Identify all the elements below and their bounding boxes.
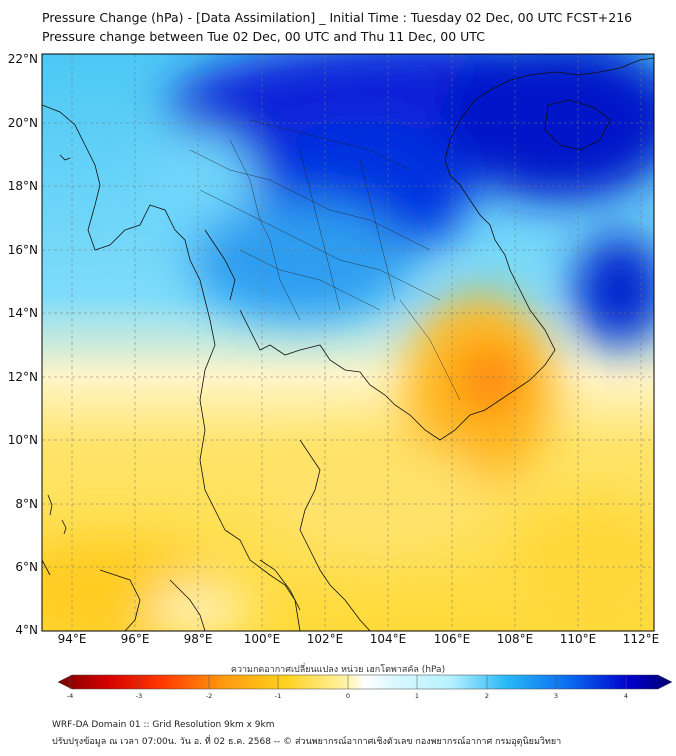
pressure-change-field (42, 54, 654, 631)
lat-label: 4°N (15, 623, 38, 637)
colorbar-tick: -4 (66, 692, 74, 700)
colorbar (57, 674, 673, 690)
colorbar-tick: 1 (414, 692, 420, 700)
colorbar-tick: 2 (484, 692, 490, 700)
pressure-change-map (41, 53, 655, 632)
lat-label: 10°N (7, 433, 38, 447)
colorbar-tick: 4 (623, 692, 629, 700)
province-borders (189, 119, 461, 401)
colorbar-title: ความกดอากาศเปลี่ยนแปลง หน่วย เฮกโตพาสคัล… (230, 665, 446, 675)
colorbar-tick: -2 (205, 692, 213, 700)
lon-label: 98°E (183, 632, 213, 646)
lat-label: 16°N (7, 243, 38, 257)
footer-model-info: WRF-DA Domain 01 :: Grid Resolution 9km … (52, 720, 275, 730)
lon-label: 94°E (57, 632, 87, 646)
lon-label: 100°E (243, 632, 281, 646)
colorbar-tick: 0 (345, 692, 351, 700)
footer-credit: ปรับปรุงข้อมูล ณ เวลา 07:00น. วัน อ. ที่… (52, 737, 562, 747)
lon-label: 108°E (496, 632, 534, 646)
lon-label: 104°E (369, 632, 407, 646)
lon-label: 110°E (559, 632, 597, 646)
lon-label: 96°E (120, 632, 150, 646)
lat-label: 22°N (7, 52, 38, 66)
lon-label: 102°E (306, 632, 344, 646)
lat-label: 12°N (7, 370, 38, 384)
lat-label: 14°N (7, 306, 38, 320)
lat-label: 20°N (7, 116, 38, 130)
graticule (42, 54, 654, 631)
map-subtitle: Pressure change between Tue 02 Dec, 00 U… (42, 29, 485, 44)
lon-label: 106°E (433, 632, 471, 646)
lat-label: 6°N (15, 560, 38, 574)
lat-label: 8°N (15, 497, 38, 511)
coastlines (42, 57, 654, 631)
colorbar-tick: -3 (135, 692, 143, 700)
map-frame (41, 53, 655, 632)
colorbar-tick: 3 (553, 692, 559, 700)
lon-label: 112°E (622, 632, 660, 646)
map-title: Pressure Change (hPa) - [Data Assimilati… (42, 10, 633, 25)
lat-label: 18°N (7, 179, 38, 193)
colorbar-tick: -1 (274, 692, 282, 700)
